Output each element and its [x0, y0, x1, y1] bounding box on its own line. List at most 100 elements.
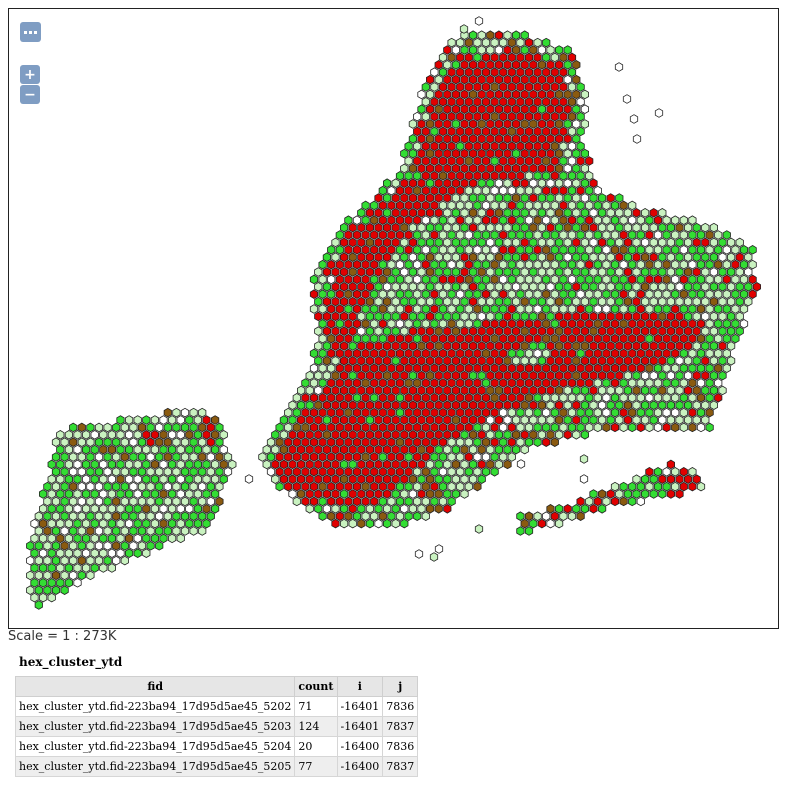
hex-cell[interactable] — [400, 296, 409, 307]
hex-cell[interactable] — [567, 363, 577, 373]
hex-cell[interactable] — [477, 252, 486, 262]
hex-cell[interactable] — [443, 252, 452, 262]
hex-cell[interactable] — [533, 52, 542, 63]
hex-cell[interactable] — [499, 333, 508, 344]
hex-cell[interactable] — [473, 437, 482, 447]
hex-cell[interactable] — [47, 474, 56, 484]
hex-cell[interactable] — [464, 422, 473, 433]
hex-cell[interactable] — [438, 348, 448, 359]
hex-cell[interactable] — [550, 393, 559, 403]
hex-cell[interactable] — [567, 407, 577, 418]
hex-cell[interactable] — [512, 400, 521, 410]
hex-cell[interactable] — [572, 178, 581, 188]
hex-cell[interactable] — [477, 474, 486, 484]
hex-cell[interactable] — [352, 259, 362, 270]
hex-cell[interactable] — [408, 134, 417, 144]
hex-cell[interactable] — [705, 274, 714, 285]
hex-cell[interactable] — [490, 126, 499, 137]
hex-cell[interactable] — [378, 348, 387, 359]
hex-cell[interactable] — [696, 363, 706, 373]
hex-cell[interactable] — [585, 348, 594, 359]
hex-cell[interactable] — [357, 282, 366, 292]
hex-cell[interactable] — [559, 126, 568, 137]
hex-cell[interactable] — [292, 407, 301, 418]
hex-cell[interactable] — [297, 444, 306, 455]
hex-cell[interactable] — [469, 267, 478, 277]
hex-cell[interactable] — [516, 52, 525, 63]
hex-cell[interactable] — [189, 511, 198, 521]
hex-cell[interactable] — [357, 504, 366, 514]
hex-cell[interactable] — [563, 193, 572, 203]
hex-cell[interactable] — [361, 511, 370, 521]
hex-cell[interactable] — [426, 356, 435, 366]
hex-cell[interactable] — [344, 393, 353, 403]
hex-cell[interactable] — [56, 518, 65, 529]
hex-cell[interactable] — [90, 533, 99, 544]
hex-cell[interactable] — [297, 474, 306, 484]
hex-cell[interactable] — [520, 267, 529, 277]
hex-cell[interactable] — [125, 444, 134, 455]
hex-cell[interactable] — [421, 511, 430, 521]
hex-cell[interactable] — [69, 452, 78, 462]
hex-cell[interactable] — [507, 111, 516, 122]
hex-cell[interactable] — [645, 289, 654, 299]
hex-cell[interactable] — [555, 178, 564, 188]
hex-cell[interactable] — [473, 393, 482, 403]
hex-cell[interactable] — [56, 459, 65, 470]
hex-cell[interactable] — [593, 245, 602, 255]
hex-cell[interactable] — [675, 400, 684, 410]
hex-cell[interactable] — [464, 467, 473, 477]
hex-cell[interactable] — [417, 193, 426, 203]
hex-cell[interactable] — [340, 430, 349, 440]
hex-cell[interactable] — [451, 119, 460, 129]
hex-cell[interactable] — [520, 208, 529, 218]
hex-cell[interactable] — [481, 82, 491, 92]
hex-cell[interactable] — [464, 437, 473, 447]
hex-cell[interactable] — [550, 378, 559, 388]
hex-cell[interactable] — [473, 259, 482, 270]
hex-cell[interactable] — [524, 289, 534, 299]
hex-cell[interactable] — [163, 526, 172, 536]
hex-cell[interactable] — [516, 97, 525, 107]
hex-cell[interactable] — [438, 319, 448, 329]
hex-cell[interactable] — [434, 400, 443, 410]
hex-cell[interactable] — [533, 230, 542, 240]
hex-cell[interactable] — [529, 193, 538, 203]
hex-cell[interactable] — [666, 341, 675, 351]
hex-cell[interactable] — [430, 333, 439, 344]
hex-cell[interactable] — [748, 245, 757, 255]
hex-cell[interactable] — [524, 348, 534, 359]
hex-cell[interactable] — [623, 222, 632, 233]
hex-cell[interactable] — [666, 326, 675, 336]
hex-cell[interactable] — [413, 230, 422, 240]
hex-cell[interactable] — [610, 496, 620, 507]
hex-cell[interactable] — [340, 237, 349, 248]
hex-cell[interactable] — [645, 422, 654, 433]
hex-cell[interactable] — [559, 348, 568, 359]
hex-cell[interactable] — [486, 208, 495, 218]
hex-cell[interactable] — [688, 245, 697, 255]
hex-cell[interactable] — [103, 511, 112, 521]
hex-cell[interactable] — [327, 511, 336, 521]
hex-cell[interactable] — [348, 282, 357, 292]
hex-cell[interactable] — [322, 444, 331, 455]
hex-cell[interactable] — [155, 526, 164, 536]
hex-cell[interactable] — [374, 193, 383, 203]
hex-cell[interactable] — [438, 126, 448, 137]
hex-cell[interactable] — [258, 452, 267, 462]
hex-cell[interactable] — [391, 296, 400, 307]
hex-cell[interactable] — [129, 496, 138, 507]
hex-cell[interactable] — [391, 489, 400, 499]
hex-cell[interactable] — [43, 570, 52, 581]
hex-cell[interactable] — [524, 259, 534, 270]
hex-cell[interactable] — [658, 370, 667, 381]
hex-cell[interactable] — [142, 504, 151, 514]
hex-cell[interactable] — [563, 119, 572, 129]
hex-cell[interactable] — [400, 430, 409, 440]
hex-cell[interactable] — [460, 89, 469, 100]
hex-cell[interactable] — [671, 319, 680, 329]
hex-cell[interactable] — [529, 356, 538, 366]
hex-cell[interactable] — [344, 481, 353, 492]
hex-cell[interactable] — [585, 200, 594, 211]
hex-cell[interactable] — [559, 97, 568, 107]
